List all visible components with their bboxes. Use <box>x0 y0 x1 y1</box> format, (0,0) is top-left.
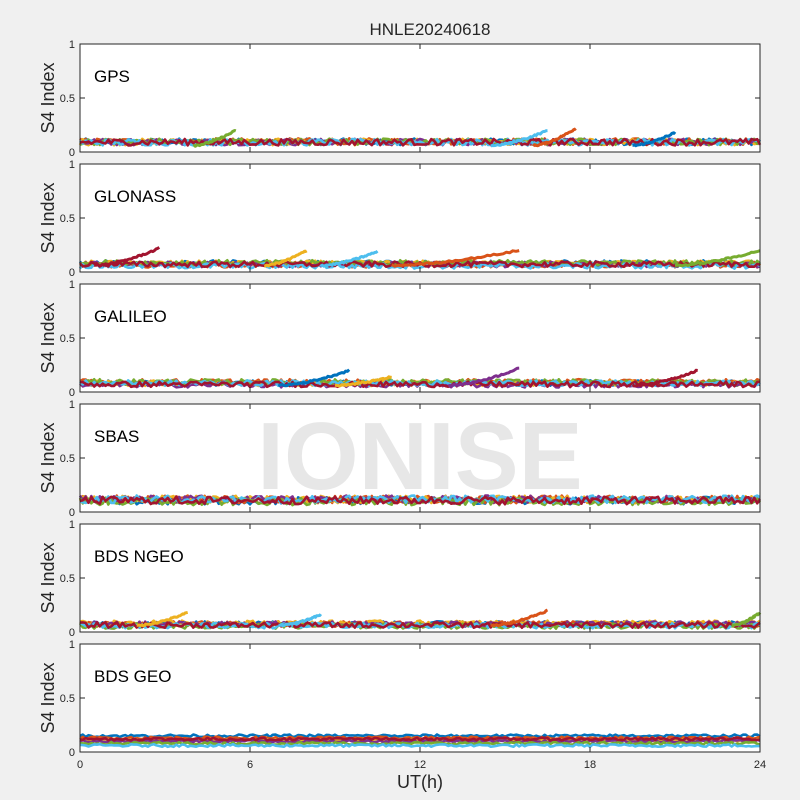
arc-series-line <box>334 375 392 388</box>
y-tick-label: 0.5 <box>60 453 75 465</box>
y-tick-label: 0 <box>69 387 75 399</box>
panel-galileo: 0 0.5 1 S4 Index GALILEO <box>38 279 761 399</box>
panels: 0 0.5 1 S4 Index GPS 0 0.5 1 S4 Index GLONASS 0 0.5… <box>38 39 766 771</box>
arc-series-line <box>192 129 237 148</box>
y-tick-label: 0 <box>69 627 75 639</box>
y-tick-label: 1 <box>69 639 75 651</box>
series-line <box>79 736 761 742</box>
y-tick-label: 0.5 <box>60 93 75 105</box>
arc-series-line <box>93 246 161 268</box>
y-tick-label: 0.5 <box>60 693 75 705</box>
arc-series-line <box>277 368 351 388</box>
series-line <box>79 742 760 749</box>
plot-area <box>80 284 760 392</box>
arc-series-line <box>263 249 308 268</box>
panel-sbas: 0 0.5 1 S4 Index SBAS <box>38 399 762 519</box>
y-tick-label: 0 <box>69 507 75 519</box>
arc-series-line <box>674 249 761 268</box>
y-tick-label: 0 <box>69 147 75 159</box>
y-axis-label: S4 Index <box>38 662 58 733</box>
arc-series-line <box>277 613 323 628</box>
x-tick-label: 6 <box>247 759 253 771</box>
arc-series-line <box>490 129 548 148</box>
arc-series-line <box>632 131 677 148</box>
y-axis-label: S4 Index <box>38 62 58 133</box>
x-tick-label: 0 <box>77 759 83 771</box>
y-tick-label: 1 <box>69 39 75 51</box>
panel-label: SBAS <box>94 427 139 446</box>
arc-series-line <box>532 127 577 148</box>
plot-area <box>80 524 760 632</box>
watermark: IONISE <box>257 403 582 510</box>
series-line <box>79 137 762 147</box>
panel-label: GLONASS <box>94 187 176 206</box>
arc-series-line <box>391 249 520 268</box>
x-tick-label: 12 <box>414 759 426 771</box>
x-tick-label: 18 <box>584 759 596 771</box>
y-tick-label: 1 <box>69 159 75 171</box>
series-line <box>79 733 761 739</box>
panel-label: GPS <box>94 67 130 86</box>
panel-bds-ngeo: 0 0.5 1 S4 Index BDS NGEO <box>38 519 762 639</box>
y-tick-label: 0.5 <box>60 213 75 225</box>
panel-label: BDS NGEO <box>94 547 184 566</box>
arc-series-line <box>136 610 189 628</box>
y-tick-label: 0.5 <box>60 573 75 585</box>
arc-series-line <box>448 366 520 388</box>
series-line <box>79 494 761 505</box>
x-tick-label: 24 <box>754 759 766 771</box>
x-axis-label: UT(h) <box>397 772 443 792</box>
chart-title: HNLE20240618 <box>370 20 491 39</box>
plot-area <box>80 44 760 152</box>
y-tick-label: 1 <box>69 279 75 291</box>
arc-series-line <box>730 611 762 628</box>
y-axis-label: S4 Index <box>38 182 58 253</box>
y-axis-label: S4 Index <box>38 302 58 373</box>
series-line <box>79 495 762 506</box>
y-tick-label: 1 <box>69 519 75 531</box>
y-tick-label: 0.5 <box>60 333 75 345</box>
panel-gps: 0 0.5 1 S4 Index GPS <box>38 39 762 159</box>
series-line <box>79 740 761 746</box>
series-line <box>79 621 761 629</box>
panel-label: BDS GEO <box>94 667 171 686</box>
plot-area <box>80 164 760 272</box>
panel-bds-geo: 0 6 12 18 24 0 0.5 1 S4 Index BDS GEO <box>38 639 766 771</box>
arc-series-line <box>631 368 698 388</box>
y-tick-label: 1 <box>69 399 75 411</box>
arc-series-line <box>320 249 379 268</box>
panel-glonass: 0 0.5 1 S4 Index GLONASS <box>38 159 762 279</box>
y-tick-label: 0 <box>69 747 75 759</box>
y-axis-label: S4 Index <box>38 542 58 613</box>
y-tick-label: 0 <box>69 267 75 279</box>
panel-label: GALILEO <box>94 307 167 326</box>
arc-series-line <box>490 608 549 628</box>
y-axis-label: S4 Index <box>38 422 58 493</box>
plot-area <box>80 404 760 512</box>
